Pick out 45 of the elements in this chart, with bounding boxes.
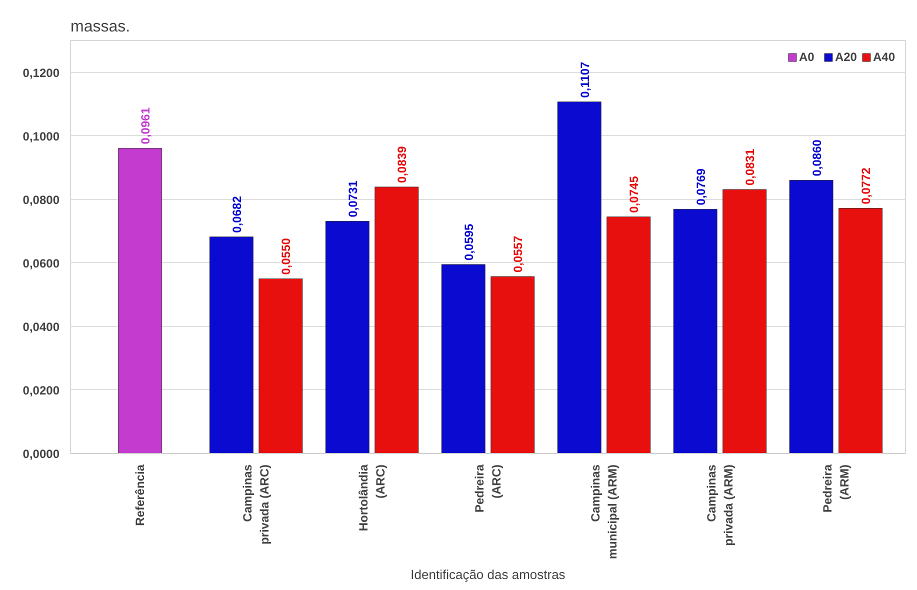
y-tick-label: 0,1200 bbox=[22, 66, 60, 80]
bar bbox=[374, 186, 419, 454]
legend-label: A40 bbox=[872, 50, 895, 64]
bar bbox=[606, 216, 651, 454]
bar bbox=[258, 278, 303, 454]
bar bbox=[441, 264, 486, 454]
y-tick-label: 0,0800 bbox=[22, 192, 60, 207]
x-tick-label: Referência bbox=[133, 464, 148, 526]
x-axis-title: Identificação das amostras bbox=[410, 567, 566, 582]
data-label: 0,0831 bbox=[743, 148, 758, 186]
data-label: 0,0961 bbox=[138, 107, 153, 144]
data-label: 0,0860 bbox=[810, 139, 824, 176]
data-label: 0,0550 bbox=[279, 238, 294, 275]
bar bbox=[490, 276, 535, 454]
y-tick-label: 0,0600 bbox=[22, 256, 60, 270]
data-label: 0,0769 bbox=[694, 168, 708, 206]
x-tick-label: Campinas municipal (ARM) bbox=[588, 464, 620, 560]
bar bbox=[838, 208, 883, 454]
text: massas. bbox=[70, 18, 130, 36]
data-label: 0,0731 bbox=[346, 180, 360, 218]
bar bbox=[557, 102, 602, 454]
bar bbox=[673, 208, 718, 454]
data-label: 0,0745 bbox=[627, 176, 642, 213]
bar bbox=[789, 180, 834, 454]
y-tick-label: 0,0200 bbox=[22, 383, 60, 398]
y-tick-label: 0,1000 bbox=[22, 129, 60, 144]
data-label: 0,0772 bbox=[859, 167, 874, 204]
y-tick-label: 0,0400 bbox=[22, 320, 60, 334]
x-tick-label: Pedreira (ARC) bbox=[472, 464, 504, 513]
y-tick-label: 0,0000 bbox=[22, 447, 60, 461]
data-label: 0,1107 bbox=[578, 61, 592, 98]
data-label: 0,0557 bbox=[511, 236, 526, 273]
x-tick-label: Campinas privada (ARM) bbox=[704, 464, 736, 546]
bar bbox=[722, 189, 767, 454]
bar bbox=[209, 236, 254, 454]
data-label: 0,0595 bbox=[462, 223, 476, 260]
data-label: 0,0839 bbox=[395, 146, 410, 183]
legend-label: A20 bbox=[834, 50, 857, 64]
x-tick-label: Pedreira (ARM) bbox=[820, 464, 852, 513]
x-tick-label: Hortolândia (ARC) bbox=[356, 464, 388, 532]
data-label: 0,0682 bbox=[230, 196, 244, 233]
bar bbox=[325, 221, 370, 454]
bar bbox=[118, 148, 162, 454]
legend-label: A0 bbox=[798, 50, 816, 64]
x-tick-label: Campinas privada (ARC) bbox=[240, 464, 272, 545]
